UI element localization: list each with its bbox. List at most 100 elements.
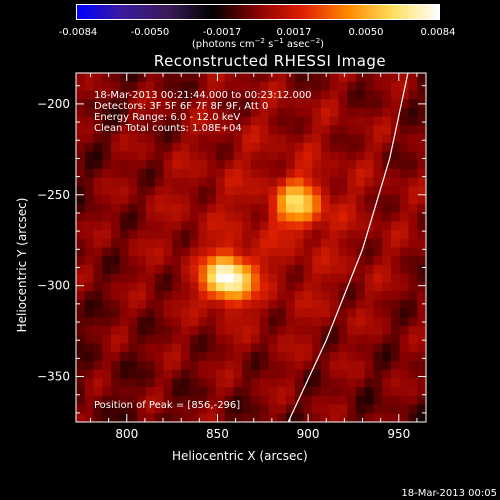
heatmap-cell: [259, 107, 270, 118]
heatmap-cell: [189, 107, 200, 118]
heatmap-cell: [189, 134, 200, 144]
heatmap-cell: [382, 230, 392, 240]
heatmap-cell: [154, 317, 165, 327]
heatmap-cell: [286, 291, 296, 301]
heatmap-cell: [338, 151, 348, 161]
heatmap-cell: [364, 212, 375, 222]
heatmap-cell: [312, 107, 322, 118]
heatmap-cell: [364, 99, 375, 109]
heatmap-cell: [76, 247, 86, 257]
heatmap-cell: [84, 404, 95, 414]
heatmap-cell: [216, 203, 226, 214]
heatmap-cell: [338, 317, 348, 327]
heatmap-cell: [189, 256, 200, 266]
heatmap-cell: [356, 317, 366, 327]
heatmap-cell: [189, 160, 200, 170]
heatmap-cell: [277, 81, 287, 92]
heatmap-cell: [111, 238, 121, 249]
heatmap-cell: [172, 387, 182, 397]
heatmap-cell: [399, 352, 410, 362]
heatmap-cell: [154, 352, 165, 362]
heatmap-cell: [146, 247, 156, 257]
heatmap-cell: [373, 413, 383, 422]
heatmap-cell: [338, 99, 348, 109]
heatmap-cell: [216, 264, 226, 275]
heatmap-cell: [128, 107, 138, 118]
heatmap-cell: [294, 317, 305, 327]
heatmap-cell: [408, 99, 418, 109]
heatmap-cell: [399, 291, 410, 301]
heatmap-cell: [163, 230, 173, 240]
heatmap-cell: [417, 326, 426, 336]
heatmap-cell: [189, 317, 200, 327]
heatmap-cell: [128, 116, 138, 126]
heatmap-cell: [242, 90, 252, 100]
heatmap-cell: [128, 273, 138, 283]
heatmap-cell: [399, 334, 410, 345]
heatmap-cell: [242, 334, 252, 345]
heatmap-cell: [84, 160, 95, 170]
heatmap-cell: [76, 404, 86, 414]
heatmap-cell: [224, 334, 235, 345]
heatmap-cell: [364, 177, 375, 188]
heatmap-cell: [242, 81, 252, 92]
heatmap-cell: [119, 81, 130, 92]
heatmap-cell: [163, 326, 173, 336]
heatmap-cell: [251, 134, 261, 144]
heatmap-cell: [277, 352, 287, 362]
plot-axes: 800 850 900 950−200−250−300−350: [37, 72, 427, 441]
heatmap-cell: [277, 369, 287, 379]
heatmap-cell: [286, 360, 296, 371]
heatmap-cell: [163, 107, 173, 118]
heatmap-cell: [146, 387, 156, 397]
heatmap-cell: [391, 334, 401, 345]
heatmap-cell: [76, 360, 86, 371]
heatmap-cell: [329, 273, 340, 283]
heatmap-cell: [111, 352, 121, 362]
heatmap-cell: [408, 387, 418, 397]
heatmap-cell: [286, 203, 296, 214]
heatmap-cell: [251, 352, 261, 362]
heatmap-cell: [128, 142, 138, 153]
heatmap-cell: [111, 256, 121, 266]
heatmap-cell: [102, 116, 112, 126]
heatmap-cell: [242, 203, 252, 214]
heatmap-cell: [251, 299, 261, 310]
heatmap-cell: [408, 334, 418, 345]
heatmap-cell: [172, 247, 182, 257]
heatmap-cell: [356, 195, 366, 205]
heatmap-cell: [154, 378, 165, 388]
heatmap-cell: [373, 291, 383, 301]
heatmap-cell: [163, 90, 173, 100]
heatmap-cell: [93, 404, 103, 414]
heatmap-cell: [119, 195, 130, 205]
heatmap-cell: [338, 134, 348, 144]
heatmap-cell: [268, 247, 278, 257]
heatmap-cell: [216, 186, 226, 196]
heatmap-cell: [329, 413, 340, 422]
heatmap-cell: [312, 360, 322, 371]
heatmap-cell: [216, 99, 226, 109]
heatmap-cell: [391, 317, 401, 327]
heatmap-cell: [329, 142, 340, 153]
heatmap-cell: [277, 212, 287, 222]
heatmap-cell: [312, 317, 322, 327]
heatmap-cell: [224, 142, 235, 153]
heatmap-cell: [373, 151, 383, 161]
heatmap-cell: [207, 273, 217, 283]
heatmap-cell: [84, 90, 95, 100]
heatmap-cell: [233, 387, 243, 397]
heatmap-cell: [277, 264, 287, 275]
colorbar-tick: 0.0050: [348, 27, 384, 38]
heatmap-cell: [137, 125, 147, 135]
heatmap-cell: [102, 186, 112, 196]
heatmap-cell: [233, 360, 243, 371]
heatmap-cell: [259, 334, 270, 345]
heatmap-cell: [338, 125, 348, 135]
heatmap-cell: [347, 142, 357, 153]
heatmap-cell: [154, 230, 165, 240]
heatmap-cell: [408, 73, 418, 83]
heatmap-cell: [163, 238, 173, 249]
heatmap-cell: [417, 334, 426, 345]
heatmap-cell: [303, 291, 313, 301]
